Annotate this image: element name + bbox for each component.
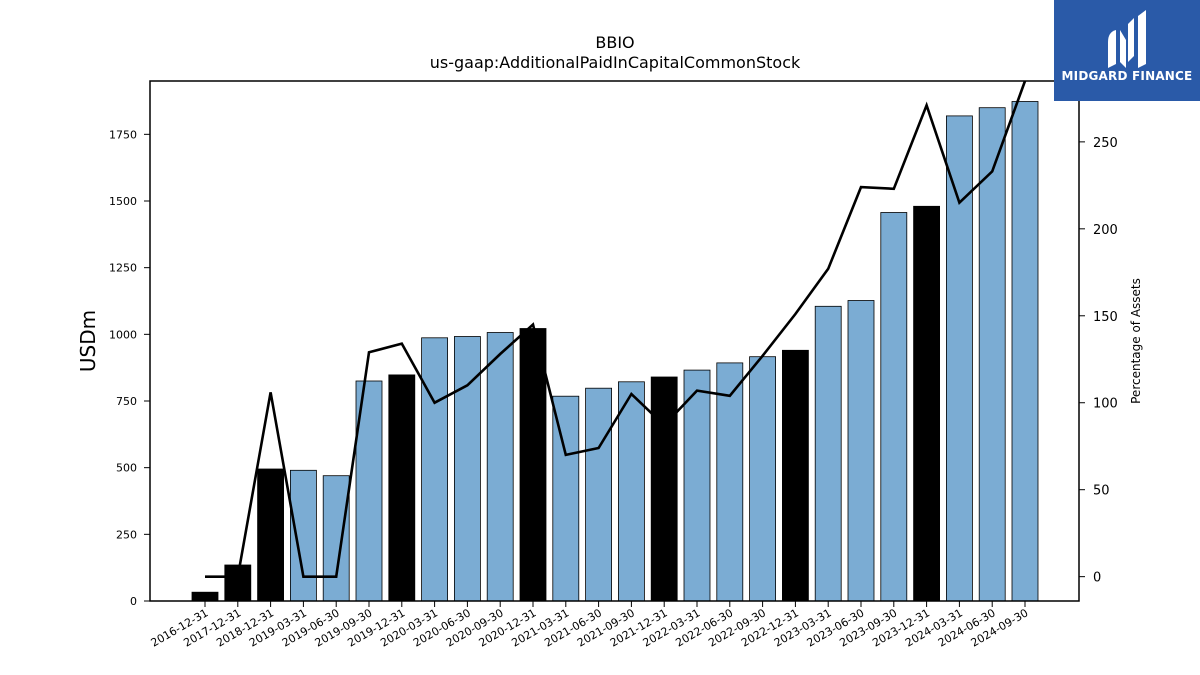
bar-2024-09-30	[1011, 101, 1039, 602]
y-tick-label-750: 750	[116, 395, 137, 408]
bar-2018-12-31	[257, 468, 285, 602]
bar-2022-12-31	[782, 349, 809, 602]
bar-2023-06-30	[847, 300, 875, 602]
y-right-tick-label-250: 250	[1093, 136, 1118, 151]
bar-2022-03-31	[683, 369, 711, 602]
percentage-line	[205, 80, 1027, 579]
bar-2023-12-31	[913, 205, 940, 602]
y-right-tick-label-100: 100	[1093, 397, 1118, 412]
bar-2019-12-31	[388, 374, 416, 602]
bar-2016-12-31	[191, 591, 219, 602]
bar-2019-06-30	[322, 475, 350, 602]
line-group	[205, 80, 1027, 579]
y-tick-label-250: 250	[116, 528, 137, 541]
y-tick-label-1750: 1750	[109, 128, 137, 141]
bar-group	[191, 101, 1039, 602]
brand-name: MIDGARD FINANCE	[1061, 69, 1193, 83]
chart-subtitle: us-gaap:AdditionalPaidInCapitalCommonSto…	[430, 53, 801, 72]
bar-2022-06-30	[716, 362, 744, 602]
bar-2022-09-30	[749, 356, 776, 602]
y-right-tick-label-150: 150	[1093, 310, 1118, 325]
bar-2020-03-31	[421, 337, 449, 602]
bar-2021-09-30	[618, 381, 645, 602]
y-tick-label-500: 500	[116, 462, 137, 475]
y-tick-label-1500: 1500	[109, 195, 137, 208]
plot-frame	[149, 80, 1080, 602]
y-axis-label: USDm	[76, 310, 100, 372]
y-right-tick-label-0: 0	[1093, 571, 1101, 586]
y-right-tick-label-50: 50	[1093, 484, 1110, 499]
brand-logo: MIDGARD FINANCE	[1054, 0, 1200, 101]
bar-2024-06-30	[978, 107, 1006, 602]
chart-title: BBIO	[595, 33, 634, 52]
y-tick-label-1250: 1250	[109, 262, 137, 275]
bar-2020-09-30	[486, 332, 514, 602]
bar-2021-03-31	[552, 395, 580, 602]
x-axis: 2016-12-312017-12-312018-12-312019-03-31…	[149, 601, 1031, 650]
bar-2021-06-30	[585, 387, 612, 602]
bar-2023-03-31	[814, 305, 842, 602]
y-tick-label-1000: 1000	[109, 328, 137, 341]
y-axis-label-right: Percentage of Assets	[1129, 278, 1143, 404]
y-right-tick-label-200: 200	[1093, 223, 1118, 238]
bar-2019-03-31	[289, 469, 317, 602]
bar-2024-03-31	[946, 115, 973, 602]
y-axis-left: 0 250 500 750 1000 1250 1500 1750	[109, 128, 150, 608]
y-axis-right: 0 50 100 150 200 250	[1079, 136, 1118, 586]
bar-2021-12-31	[650, 376, 678, 602]
midgard-logo-icon	[1108, 10, 1146, 68]
bar-2023-09-30	[880, 212, 908, 602]
bar-2020-06-30	[453, 336, 481, 602]
bar-2020-12-31	[519, 328, 547, 602]
y-tick-label-0: 0	[130, 595, 137, 608]
